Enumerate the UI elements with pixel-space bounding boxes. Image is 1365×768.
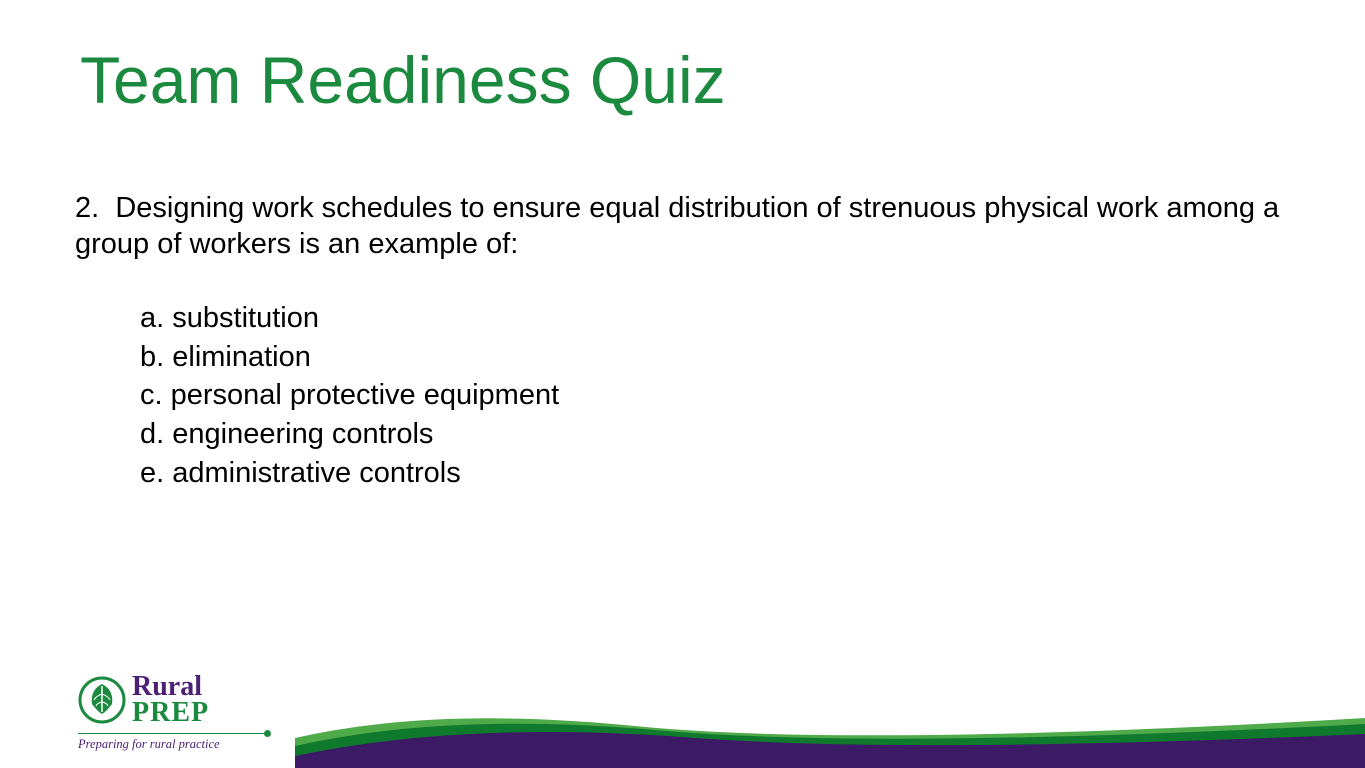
logo-tagline: Preparing for rural practice [78,737,268,752]
option-d: d. engineering controls [140,416,559,454]
logo-line2: PREP [132,700,209,727]
question-body: Designing work schedules to ensure equal… [75,192,1279,260]
option-a: a. substitution [140,300,559,338]
answer-options: a. substitution b. elimination c. person… [140,300,559,493]
option-b: b. elimination [140,339,559,377]
logo-top-row: Rural PREP [78,674,268,727]
leaf-icon [78,676,126,724]
logo-line1: Rural [132,674,209,701]
question-text: 2. Designing work schedules to ensure eq… [75,190,1290,263]
slide-title: Team Readiness Quiz [80,42,726,118]
footer-wave [295,698,1365,768]
option-c: c. personal protective equipment [140,377,559,415]
slide-footer: Rural PREP Preparing for rural practice [0,658,1365,768]
rural-prep-logo: Rural PREP Preparing for rural practice [78,674,268,752]
slide: Team Readiness Quiz 2. Designing work sc… [0,0,1365,768]
logo-divider-dot [264,730,271,737]
logo-divider [78,733,268,734]
option-e: e. administrative controls [140,455,559,493]
question-number: 2. [75,192,99,224]
logo-text: Rural PREP [132,674,209,727]
